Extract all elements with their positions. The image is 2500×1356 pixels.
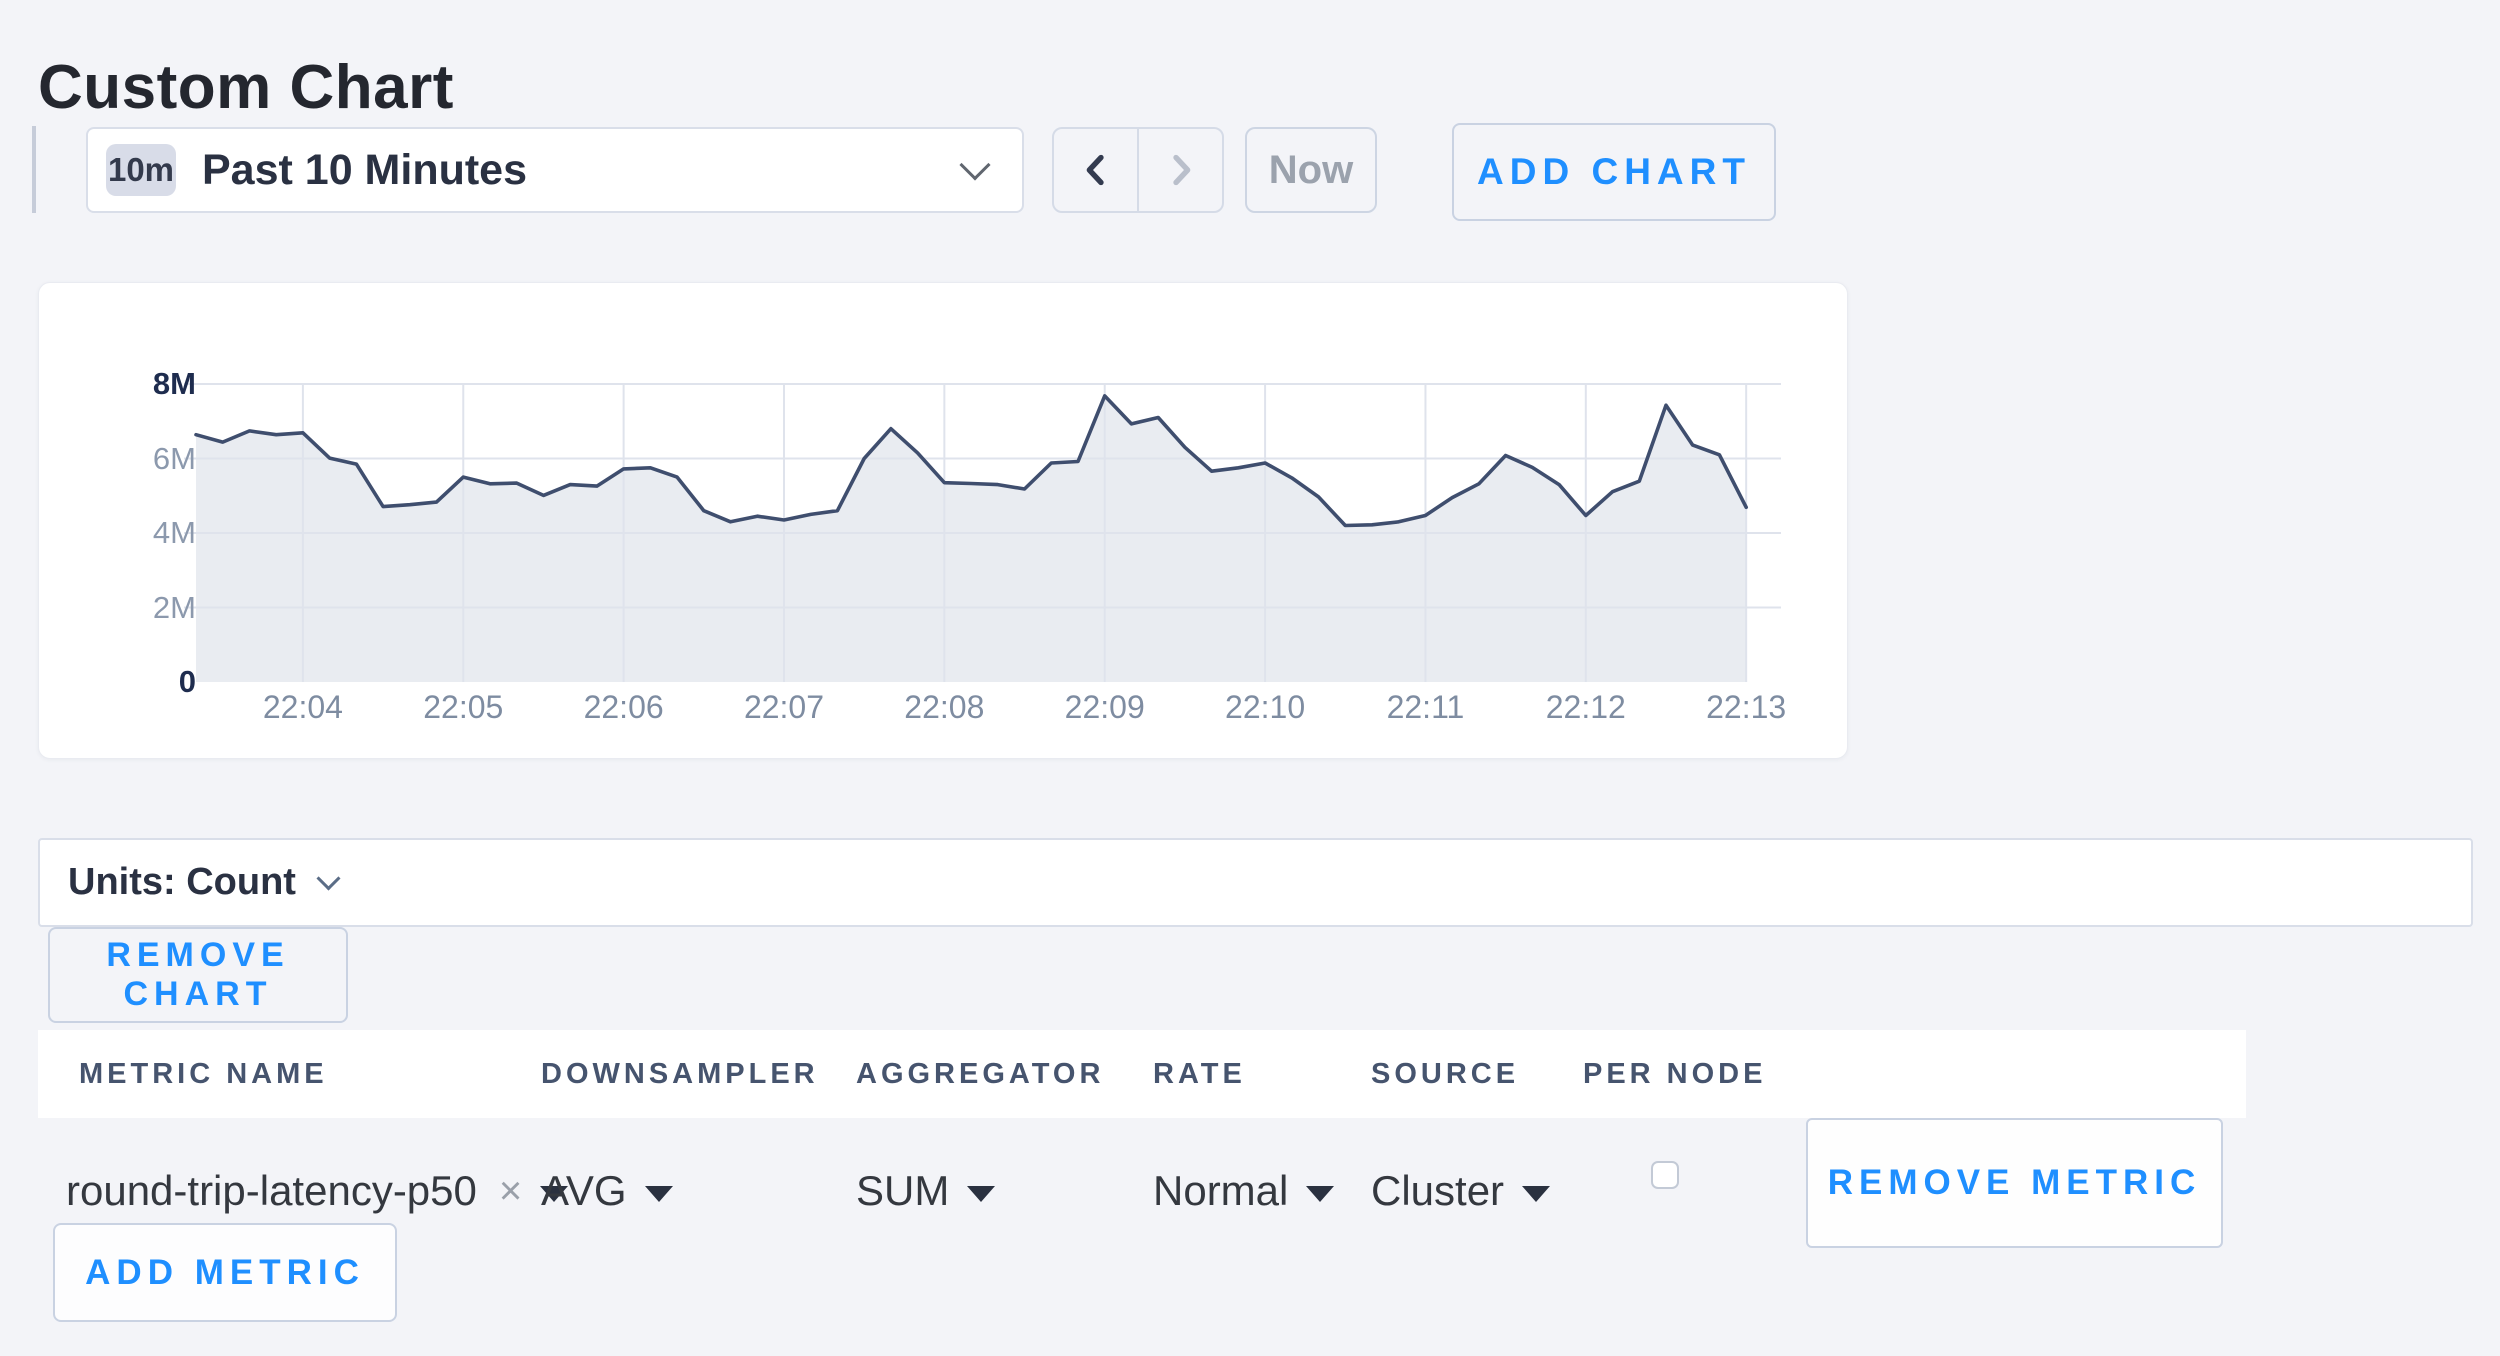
toolbar-accent-bar <box>32 126 36 213</box>
add-chart-button[interactable]: ADD CHART <box>1452 123 1776 221</box>
x-axis-label: 22:13 <box>1706 689 1787 725</box>
divider <box>1137 129 1139 211</box>
y-axis-label: 0 <box>178 664 196 699</box>
units-label: Units: Count <box>68 861 296 903</box>
time-range-badge: 10m <box>106 144 176 196</box>
x-axis-label: 22:12 <box>1545 689 1626 725</box>
column-header-source: SOURCE <box>1371 1058 1520 1090</box>
rate-dropdown[interactable]: Normal <box>1153 1118 1335 1264</box>
x-axis-label: 22:09 <box>1064 689 1145 725</box>
time-nav-group <box>1052 127 1224 213</box>
chart-card: 0 2M 4M 6M 8M 22:04 22:05 22:06 22:07 22:08 22:09… <box>38 282 1848 759</box>
remove-metric-button[interactable]: REMOVE METRIC <box>1806 1118 2223 1248</box>
dropdown-caret-icon <box>540 1186 569 1202</box>
y-axis-label: 6M <box>152 440 196 476</box>
chevron-right-icon <box>1172 154 1190 186</box>
metric-name-dropdown[interactable]: round-trip-latency-p50 × <box>66 1118 569 1264</box>
time-range-label: Past 10 Minutes <box>202 145 527 194</box>
dropdown-caret-icon <box>1306 1186 1335 1202</box>
chevron-down-icon <box>959 149 991 181</box>
y-axis-label: 8M <box>152 366 196 401</box>
dropdown-caret-icon <box>644 1186 673 1202</box>
aggregator-dropdown[interactable]: SUM <box>856 1118 996 1264</box>
x-axis-label: 22:10 <box>1225 689 1306 725</box>
metric-name-value: round-trip-latency-p50 <box>66 1167 477 1214</box>
time-back-button[interactable] <box>1054 129 1137 211</box>
dropdown-caret-icon <box>967 1186 996 1202</box>
chart-plot <box>184 383 1781 682</box>
x-axis-label: 22:07 <box>743 689 825 725</box>
chevron-down-icon <box>316 866 341 891</box>
series-line <box>194 394 1748 528</box>
downsampler-value: AVG <box>541 1167 627 1214</box>
remove-chart-button[interactable]: REMOVE CHART <box>48 927 348 1023</box>
metric-table-row: round-trip-latency-p50 × AVG SUM Normal … <box>38 1118 2246 1264</box>
remove-tag-icon[interactable]: × <box>498 1168 523 1213</box>
add-metric-button[interactable]: ADD METRIC <box>53 1223 397 1322</box>
column-header-aggregator: AGGREGATOR <box>856 1058 1105 1090</box>
column-header-metric-name: METRIC NAME <box>79 1058 328 1090</box>
metric-table-header: METRIC NAME DOWNSAMPLER AGGREGATOR RATE … <box>38 1030 2246 1118</box>
x-axis-label: 22:05 <box>423 689 504 725</box>
source-dropdown[interactable]: Cluster <box>1371 1118 1551 1264</box>
column-header-per-node: PER NODE <box>1583 1058 1767 1090</box>
downsampler-dropdown[interactable]: AVG <box>541 1118 673 1264</box>
time-forward-button[interactable] <box>1139 129 1222 211</box>
aggregator-value: SUM <box>856 1167 950 1214</box>
now-button[interactable]: Now <box>1245 127 1377 213</box>
chevron-left-icon <box>1086 154 1104 186</box>
x-axis-label: 22:04 <box>262 689 343 725</box>
dropdown-caret-icon <box>1522 1186 1551 1202</box>
series-area <box>196 395 1747 682</box>
per-node-checkbox[interactable] <box>1651 1161 1679 1189</box>
column-header-rate: RATE <box>1153 1058 1246 1090</box>
y-axis-label: 4M <box>152 515 196 550</box>
x-axis-label: 22:11 <box>1386 689 1465 725</box>
units-dropdown[interactable]: Units: Count <box>38 838 2473 927</box>
rate-value: Normal <box>1153 1167 1289 1214</box>
x-axis-label: 22:08 <box>904 689 985 725</box>
time-range-select[interactable]: 10m Past 10 Minutes <box>86 127 1024 213</box>
x-axis-label: 22:06 <box>583 689 664 725</box>
source-value: Cluster <box>1371 1167 1505 1214</box>
y-axis-label: 2M <box>152 589 196 625</box>
column-header-downsampler: DOWNSAMPLER <box>541 1058 819 1090</box>
page-title: Custom Chart <box>38 52 454 122</box>
